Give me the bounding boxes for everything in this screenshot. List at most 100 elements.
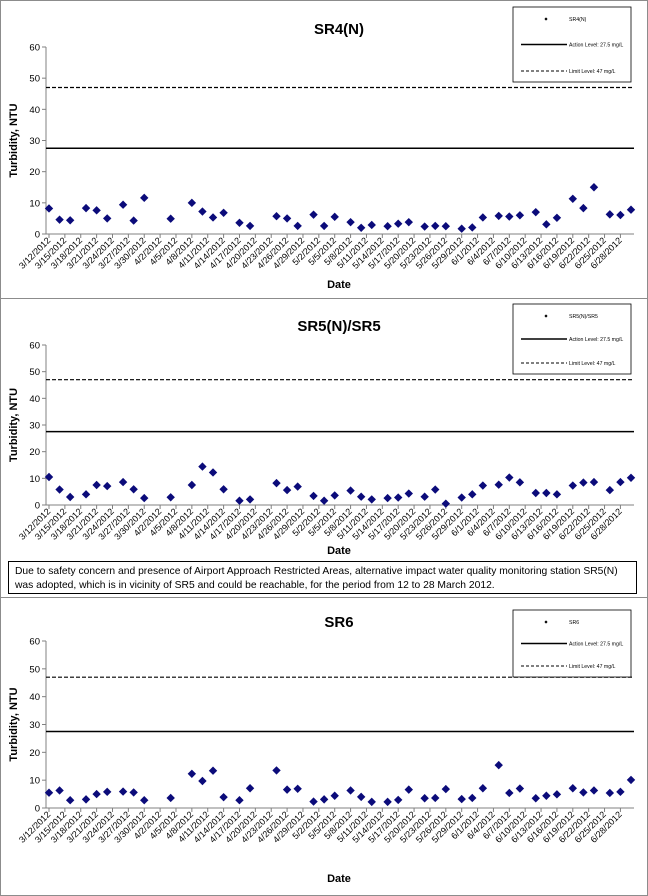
x-axis-title: Date	[327, 545, 351, 557]
data-point	[330, 791, 339, 800]
data-point	[129, 485, 138, 494]
data-point	[542, 220, 551, 229]
legend-label: Limit Level: 47 mg/L	[569, 361, 616, 367]
y-tick-label: 0	[35, 501, 40, 512]
data-point	[626, 205, 636, 214]
legend-marker	[544, 314, 548, 318]
chart-panel-sr5n-sr5: SR5(N)/SR5 Turbidity, NTU 0 10 20 30 40 50 60 3/1…	[0, 298, 648, 598]
data-point	[468, 223, 477, 232]
legend-label: Limit Level: 47 mg/L	[569, 664, 616, 670]
data-point	[478, 784, 488, 793]
data-point	[272, 766, 281, 775]
data-point	[245, 221, 255, 231]
legend-label: SR5(N)/SR5	[569, 314, 598, 320]
data-point	[431, 485, 440, 494]
data-point	[431, 793, 440, 803]
data-point	[235, 218, 244, 227]
y-tick-label: 40	[29, 105, 40, 116]
data-point	[198, 776, 207, 786]
legend-marker	[544, 17, 548, 21]
data-point	[282, 214, 292, 223]
y-tick-label: 40	[29, 692, 40, 703]
legend-label: Action Level: 27.5 mg/L	[569, 337, 623, 343]
data-point	[404, 217, 413, 227]
data-point	[187, 480, 197, 490]
data-point	[468, 490, 477, 499]
data-point	[198, 207, 207, 216]
data-point	[568, 481, 577, 490]
data-point	[494, 480, 503, 489]
data-point	[140, 796, 149, 805]
data-point	[208, 213, 218, 222]
data-point	[272, 212, 281, 221]
data-point	[346, 217, 355, 227]
data-point	[579, 788, 588, 797]
y-tick-label: 30	[29, 136, 40, 147]
data-point	[552, 213, 562, 222]
data-point	[140, 493, 149, 503]
legend-marker	[544, 620, 548, 624]
data-point	[616, 787, 625, 797]
data-point	[65, 492, 75, 502]
data-point	[118, 200, 128, 209]
legend-label: Limit Level: 47 mg/L	[569, 69, 616, 75]
y-tick-label: 20	[29, 167, 40, 178]
data-point	[394, 219, 403, 228]
data-point	[515, 478, 525, 487]
y-axis-title: Turbidity, NTU	[8, 103, 20, 177]
data-point	[235, 496, 244, 505]
data-point	[515, 784, 525, 793]
data-point	[166, 793, 175, 803]
chart-title: SR4(N)	[314, 21, 364, 38]
data-point	[55, 485, 64, 494]
data-point	[383, 797, 392, 807]
chart-panel-sr6: SR6 Turbidity, NTU 0 10 20 30 40 50 60 3/12/2012 3…	[0, 597, 648, 896]
data-point	[383, 222, 392, 231]
data-point	[187, 769, 197, 778]
data-point	[420, 222, 429, 231]
data-point	[219, 792, 228, 802]
data-point	[81, 795, 91, 804]
data-point	[441, 222, 451, 231]
data-point	[494, 760, 503, 770]
y-tick-label: 40	[29, 394, 40, 405]
data-point	[505, 788, 514, 798]
data-point	[55, 215, 64, 224]
y-tick-label: 30	[29, 720, 40, 731]
y-tick-label: 60	[29, 637, 40, 648]
x-axis-title: Date	[327, 279, 351, 291]
data-point	[81, 490, 91, 499]
data-point	[568, 194, 577, 203]
data-point	[579, 478, 588, 487]
y-tick-label: 60	[29, 43, 40, 54]
legend-label: Action Level: 27.5 mg/L	[569, 43, 623, 49]
data-point	[589, 183, 599, 192]
data-point	[478, 213, 488, 222]
data-point	[309, 210, 318, 219]
data-point	[542, 791, 551, 800]
data-point	[531, 207, 540, 217]
data-point	[552, 490, 562, 499]
data-point	[44, 472, 54, 482]
data-point	[356, 792, 366, 802]
data-point	[346, 486, 355, 495]
data-point	[235, 796, 244, 805]
data-point	[103, 214, 112, 223]
data-point	[505, 473, 514, 482]
data-point	[92, 480, 101, 490]
data-point	[552, 790, 562, 799]
data-point	[272, 478, 281, 488]
data-point	[478, 481, 488, 490]
data-point	[494, 211, 503, 221]
data-point	[515, 211, 525, 220]
data-point	[103, 787, 112, 797]
data-point	[589, 477, 599, 487]
data-point	[394, 493, 403, 502]
data-point	[404, 785, 413, 794]
data-point	[92, 206, 101, 215]
station-note: Due to safety concern and presence of Ai…	[8, 561, 637, 594]
data-point	[605, 485, 615, 495]
data-point	[81, 203, 91, 213]
data-point	[92, 789, 101, 799]
